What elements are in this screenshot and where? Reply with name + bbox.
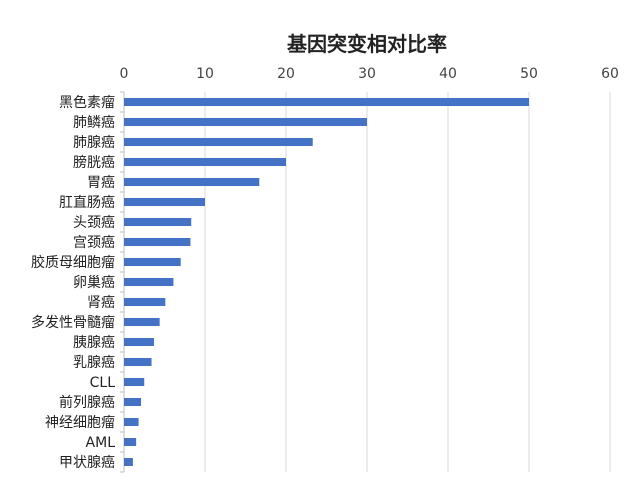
bar	[124, 238, 191, 246]
category-label: 头颈癌	[73, 215, 115, 231]
x-tick-label: 50	[520, 66, 538, 82]
chart-title: 基因突变相对比率	[287, 32, 447, 56]
x-tick-label: 10	[196, 66, 214, 82]
bar	[124, 98, 529, 106]
x-tick-label: 20	[277, 66, 295, 82]
x-tick-label: 60	[601, 66, 619, 82]
category-label: 肺鳞癌	[73, 115, 115, 131]
bar	[124, 218, 192, 226]
bar	[124, 378, 145, 386]
category-label: 乳腺癌	[73, 355, 115, 371]
x-tick-label: 40	[439, 66, 457, 82]
category-label: 甲状腺癌	[59, 455, 115, 471]
category-label: 肾癌	[87, 295, 115, 311]
bar	[124, 298, 166, 306]
bar	[124, 118, 367, 126]
category-label: 胰腺癌	[73, 335, 115, 351]
bar	[124, 198, 205, 206]
category-label: 肛直肠癌	[59, 194, 115, 211]
x-tick-label: 0	[120, 66, 129, 82]
bar	[124, 418, 139, 426]
category-label: 胃癌	[87, 175, 115, 191]
bar	[124, 338, 154, 346]
bar	[124, 158, 286, 166]
category-label: 黑色素瘤	[59, 94, 115, 111]
category-label: 肺腺癌	[73, 135, 115, 151]
bar	[124, 438, 137, 446]
bar	[124, 398, 142, 406]
category-label: 膀胱癌	[73, 154, 115, 171]
bar	[124, 358, 152, 366]
bar	[124, 258, 181, 266]
category-label: 宫颈癌	[73, 235, 115, 251]
x-tick-label: 30	[358, 66, 376, 82]
bar	[124, 178, 260, 186]
bar	[124, 138, 313, 146]
category-label: 胶质母细胞瘤	[31, 254, 115, 271]
category-label: CLL	[90, 375, 116, 391]
category-label: 多发性骨髓瘤	[31, 314, 115, 331]
category-label: 卵巢癌	[73, 275, 115, 291]
bar	[124, 458, 133, 466]
category-label: 神经细胞瘤	[45, 414, 115, 431]
bar	[124, 318, 160, 326]
category-label: AML	[86, 435, 116, 451]
bar	[124, 278, 174, 286]
category-label: 前列腺癌	[59, 394, 115, 411]
